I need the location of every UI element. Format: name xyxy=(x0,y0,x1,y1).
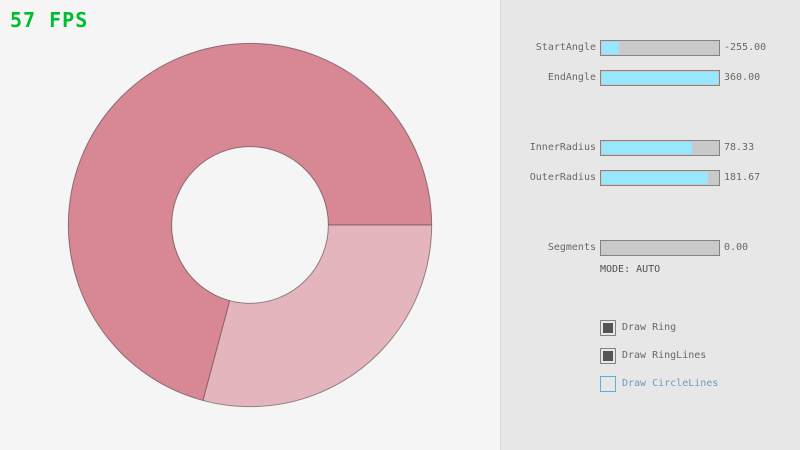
segments-slider[interactable] xyxy=(600,240,720,256)
segments-label: Segments xyxy=(547,242,596,253)
slider-row-outer-radius: OuterRadius 181.67 xyxy=(0,170,800,186)
draw-circlelines-label: Draw CircleLines xyxy=(622,378,719,389)
segments-value: 0.00 xyxy=(724,242,749,253)
slider-row-inner-radius: InnerRadius 78.33 xyxy=(0,140,800,156)
slider-fill xyxy=(602,72,718,84)
slider-fill xyxy=(602,42,620,54)
start-angle-slider[interactable] xyxy=(600,40,720,56)
fps-counter: 57 FPS xyxy=(10,8,89,32)
draw-ringlines-label: Draw RingLines xyxy=(622,350,707,361)
checkbox-row-draw-circlelines: Draw CircleLines xyxy=(0,376,800,392)
inner-radius-slider[interactable] xyxy=(600,140,720,156)
slider-fill xyxy=(602,172,708,184)
start-angle-label: StartAngle xyxy=(535,42,596,53)
checkbox-check-mark xyxy=(603,351,613,361)
checkbox-row-draw-ring: Draw Ring xyxy=(0,320,800,336)
start-angle-value: -255.00 xyxy=(724,42,767,53)
inner-radius-value: 78.33 xyxy=(724,142,755,153)
end-angle-slider[interactable] xyxy=(600,70,720,86)
inner-radius-label: InnerRadius xyxy=(529,142,596,153)
mode-text: MODE: AUTO xyxy=(600,264,661,275)
outer-radius-slider[interactable] xyxy=(600,170,720,186)
slider-fill xyxy=(602,142,693,154)
slider-row-end-angle: EndAngle 360.00 xyxy=(0,70,800,86)
draw-ringlines-checkbox[interactable] xyxy=(600,348,616,364)
draw-circlelines-checkbox[interactable] xyxy=(600,376,616,392)
checkbox-check-mark xyxy=(603,323,613,333)
checkbox-row-draw-ringlines: Draw RingLines xyxy=(0,348,800,364)
slider-row-start-angle: StartAngle -255.00 xyxy=(0,40,800,56)
outer-radius-value: 181.67 xyxy=(724,172,761,183)
end-angle-label: EndAngle xyxy=(547,72,596,83)
draw-ring-label: Draw Ring xyxy=(622,322,677,333)
draw-ring-checkbox[interactable] xyxy=(600,320,616,336)
end-angle-value: 360.00 xyxy=(724,72,761,83)
slider-row-segments: Segments 0.00 xyxy=(0,240,800,256)
outer-radius-label: OuterRadius xyxy=(529,172,596,183)
